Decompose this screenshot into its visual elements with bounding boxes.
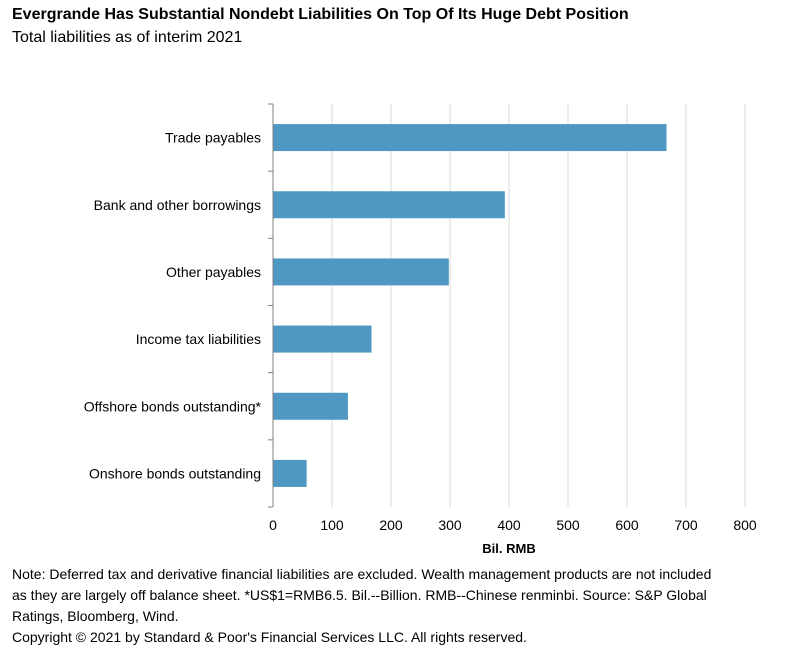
x-tick-label: 200 — [379, 517, 403, 533]
x-tick-label: 500 — [556, 517, 580, 533]
bars — [273, 124, 667, 487]
x-tick-label: 100 — [320, 517, 344, 533]
gridlines — [331, 104, 746, 507]
axes — [268, 103, 274, 508]
bar-3 — [273, 325, 372, 353]
bar-chart: 0 100 200 300 400 500 600 700 800 Trade payables B… — [84, 103, 757, 556]
x-tick-label: 0 — [269, 517, 277, 533]
x-tick-label: 300 — [438, 517, 462, 533]
x-tick-label: 600 — [615, 517, 639, 533]
category-label: Onshore bonds outstanding — [89, 465, 261, 481]
category-label: Bank and other borrowings — [94, 197, 261, 213]
chart-note: Note: Deferred tax and derivative financ… — [12, 566, 712, 624]
x-tick-label: 700 — [674, 517, 698, 533]
bar-2 — [273, 258, 449, 286]
x-axis-title: Bil. RMB — [482, 541, 535, 556]
bar-0 — [273, 124, 667, 152]
category-label: Other payables — [166, 264, 261, 280]
labels: 0 100 200 300 400 500 600 700 800 Trade payables B… — [84, 130, 757, 533]
chart-title: Evergrande Has Substantial Nondebt Liabi… — [12, 6, 629, 23]
copyright: Copyright © 2021 by Standard & Poor's Fi… — [12, 629, 527, 645]
chart-subtitle: Total liabilities as of interim 2021 — [12, 29, 243, 46]
bar-5 — [273, 459, 307, 487]
x-tick-label: 800 — [733, 517, 757, 533]
category-label: Offshore bonds outstanding* — [84, 398, 262, 414]
bar-4 — [273, 392, 348, 420]
category-label: Trade payables — [165, 130, 261, 146]
x-tick-label: 400 — [497, 517, 521, 533]
bar-1 — [273, 191, 505, 219]
category-label: Income tax liabilities — [136, 331, 261, 347]
